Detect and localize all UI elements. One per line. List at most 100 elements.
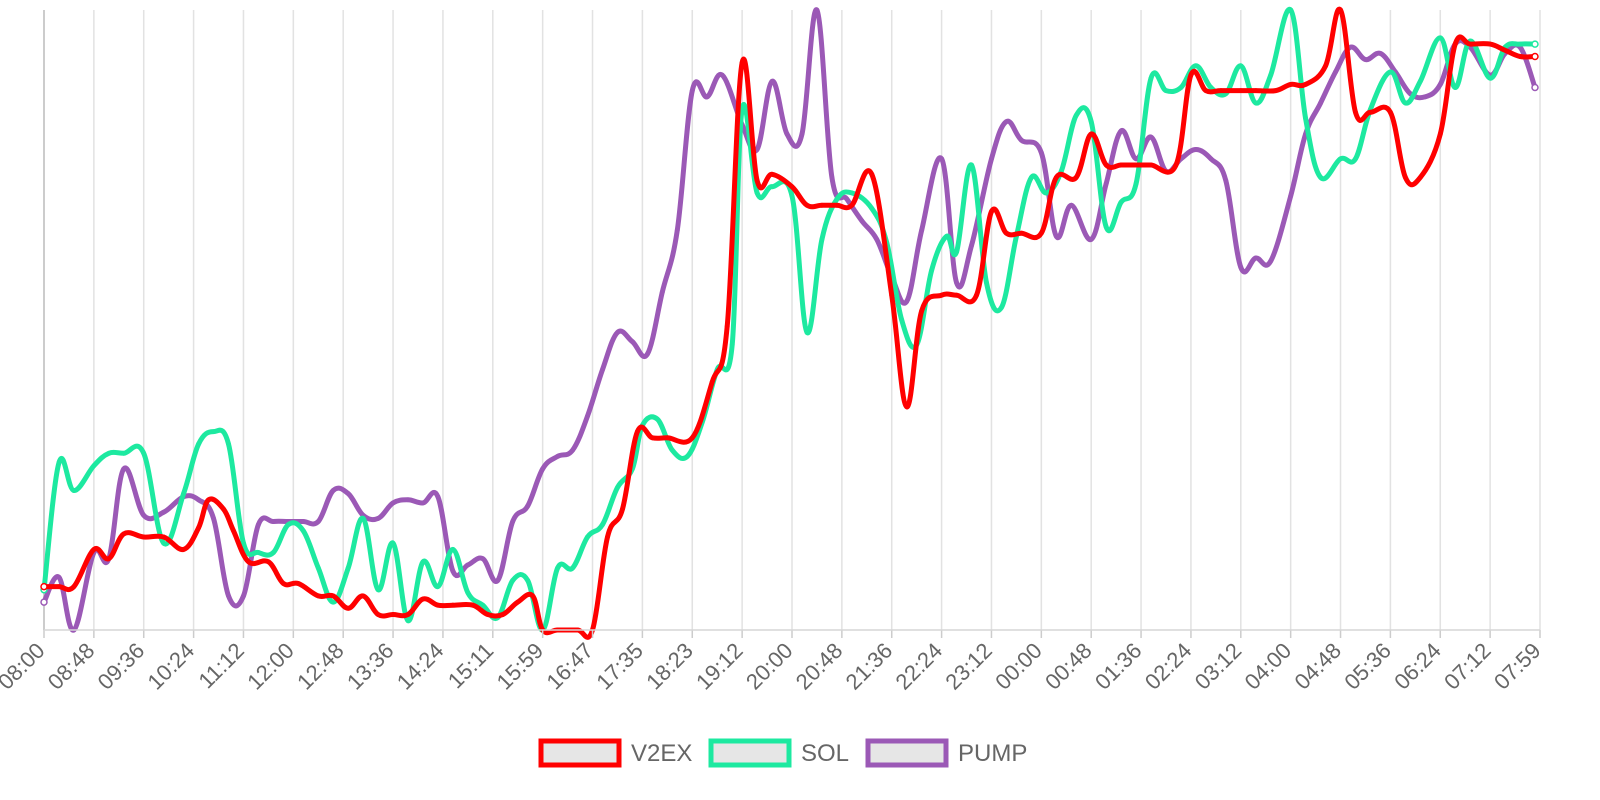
data-point [615, 485, 620, 490]
series-v2ex [40, 6, 1539, 640]
data-point [211, 516, 216, 521]
data-point [1073, 113, 1079, 118]
data-point [1403, 175, 1408, 180]
data-point [271, 519, 276, 524]
data-point [500, 612, 506, 617]
data-point [769, 78, 775, 84]
data-point [939, 292, 944, 298]
legend-item-sol[interactable]: SOL [708, 738, 849, 768]
data-point [315, 565, 321, 571]
data-point [375, 612, 381, 617]
data-point [540, 466, 546, 472]
data-point [360, 593, 366, 599]
data-point [1053, 233, 1059, 239]
data-point [1188, 72, 1194, 78]
data-point [271, 550, 276, 555]
data-point [71, 584, 77, 589]
data-point [849, 202, 855, 208]
data-point [664, 435, 670, 441]
data-point [789, 184, 795, 190]
data-point [904, 404, 910, 410]
data-point [1238, 88, 1244, 93]
data-point [295, 581, 301, 586]
x-tick-label: 06:24 [1389, 638, 1446, 695]
data-point [834, 202, 840, 208]
data-point [1388, 69, 1393, 75]
data-point [1178, 85, 1184, 90]
data-point [789, 193, 795, 199]
data-point [181, 547, 187, 552]
data-point [1303, 116, 1308, 121]
data-point [1208, 156, 1214, 162]
data-point [91, 547, 97, 552]
data-point [345, 565, 351, 571]
data-point [56, 460, 62, 465]
series-line-pump [41, 7, 1538, 633]
data-point [40, 582, 48, 591]
data-point [211, 429, 216, 434]
data-point [819, 237, 825, 242]
data-point [659, 289, 665, 295]
data-point [390, 500, 396, 506]
data-point [106, 556, 112, 562]
data-point [974, 292, 979, 298]
data-point [919, 227, 925, 233]
data-point [1038, 150, 1044, 156]
data-point [435, 584, 441, 589]
data-point [944, 233, 949, 239]
data-point [655, 416, 660, 422]
x-tick-label: 07:59 [1489, 638, 1546, 695]
data-point [1193, 63, 1199, 69]
data-point [1353, 156, 1358, 162]
data-point [256, 522, 261, 527]
data-point [969, 162, 974, 168]
data-point [1338, 7, 1343, 13]
data-point [420, 559, 426, 565]
x-tick-label: 01:36 [1090, 638, 1147, 695]
x-axis: 08:0008:4809:3610:2411:1212:0012:4813:36… [0, 629, 1546, 695]
data-point [844, 196, 850, 202]
data-point [1238, 63, 1244, 69]
data-point [1531, 40, 1539, 48]
data-point [360, 516, 366, 521]
data-point [1118, 128, 1124, 134]
legend-item-v2ex[interactable]: V2EX [538, 738, 692, 768]
legend-swatch [865, 738, 949, 768]
data-point [729, 342, 735, 348]
x-tick-label: 11:12 [194, 638, 249, 693]
grid-lines [43, 10, 1541, 630]
data-point [1073, 175, 1079, 180]
legend-label: V2EX [631, 740, 692, 767]
legend: V2EX SOL PUMP [538, 738, 1027, 768]
data-point [834, 196, 840, 202]
data-point [405, 618, 411, 624]
data-point [1133, 162, 1139, 168]
data-point [939, 156, 944, 162]
data-point [375, 587, 381, 593]
data-point [485, 612, 491, 617]
data-point [1318, 175, 1323, 180]
x-tick-label: 02:24 [1140, 638, 1197, 695]
data-point [630, 339, 635, 345]
data-point [1452, 85, 1458, 90]
data-point [91, 463, 97, 469]
data-point [480, 556, 486, 562]
data-point [315, 593, 321, 599]
data-point [1163, 88, 1169, 93]
data-point [390, 612, 396, 617]
data-point [899, 317, 905, 323]
legend-item-pump[interactable]: PUMP [865, 738, 1027, 768]
data-point [605, 534, 610, 540]
data-point [1203, 88, 1209, 93]
data-point [450, 602, 456, 608]
data-point [819, 202, 825, 208]
data-point [1288, 7, 1294, 13]
data-point [1253, 100, 1259, 106]
data-point [739, 60, 745, 66]
x-tick-label: 19:12 [691, 638, 748, 695]
data-point [1088, 131, 1094, 137]
data-point [1268, 258, 1274, 264]
data-point [1273, 88, 1279, 93]
data-point [1268, 72, 1274, 78]
